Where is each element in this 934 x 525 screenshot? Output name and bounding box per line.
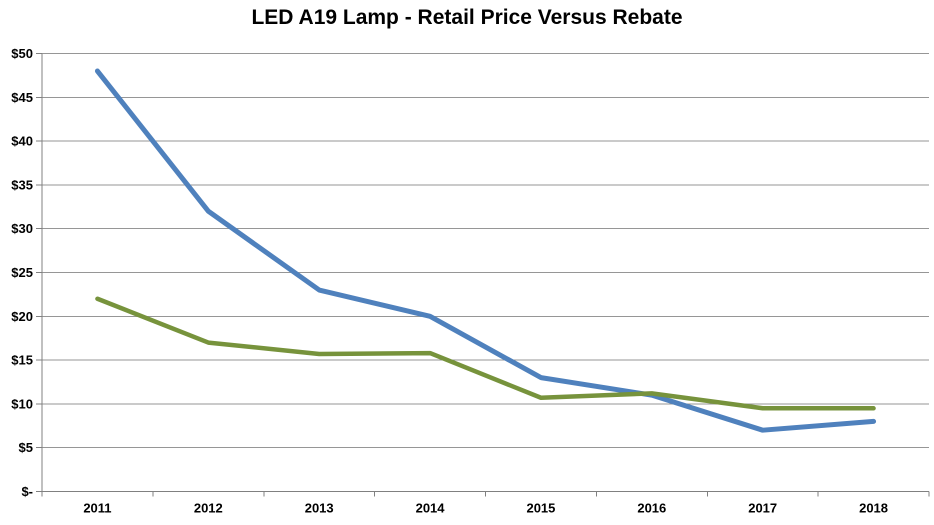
- x-tick-label: 2012: [194, 501, 223, 516]
- series-2-green-line: [95, 296, 876, 411]
- y-tick-label: $30: [11, 221, 33, 236]
- x-tick-label: 2017: [748, 501, 777, 516]
- x-tick-label: 2014: [416, 501, 446, 516]
- y-tick-label: $5: [19, 440, 33, 455]
- x-tick-label: 2018: [859, 501, 888, 516]
- y-tick-label: $20: [11, 309, 33, 324]
- x-tick-label: 2011: [83, 501, 111, 516]
- y-tick-label: $25: [11, 265, 33, 280]
- y-tick-label: $10: [11, 396, 33, 411]
- x-tick-label: 2015: [526, 501, 555, 516]
- x-tick-label: 2016: [637, 501, 666, 516]
- y-tick-label: $45: [11, 90, 33, 105]
- y-tick-label: $-: [21, 484, 33, 499]
- series-1-blue-line: [94, 68, 877, 433]
- y-tick-label: $35: [11, 177, 33, 192]
- x-tick-label: 2013: [305, 501, 334, 516]
- y-tick-label: $15: [11, 353, 33, 368]
- chart-title: LED A19 Lamp - Retail Price Versus Rebat…: [251, 6, 683, 29]
- y-tick-label: $50: [11, 46, 33, 61]
- y-tick-label: $40: [11, 134, 33, 149]
